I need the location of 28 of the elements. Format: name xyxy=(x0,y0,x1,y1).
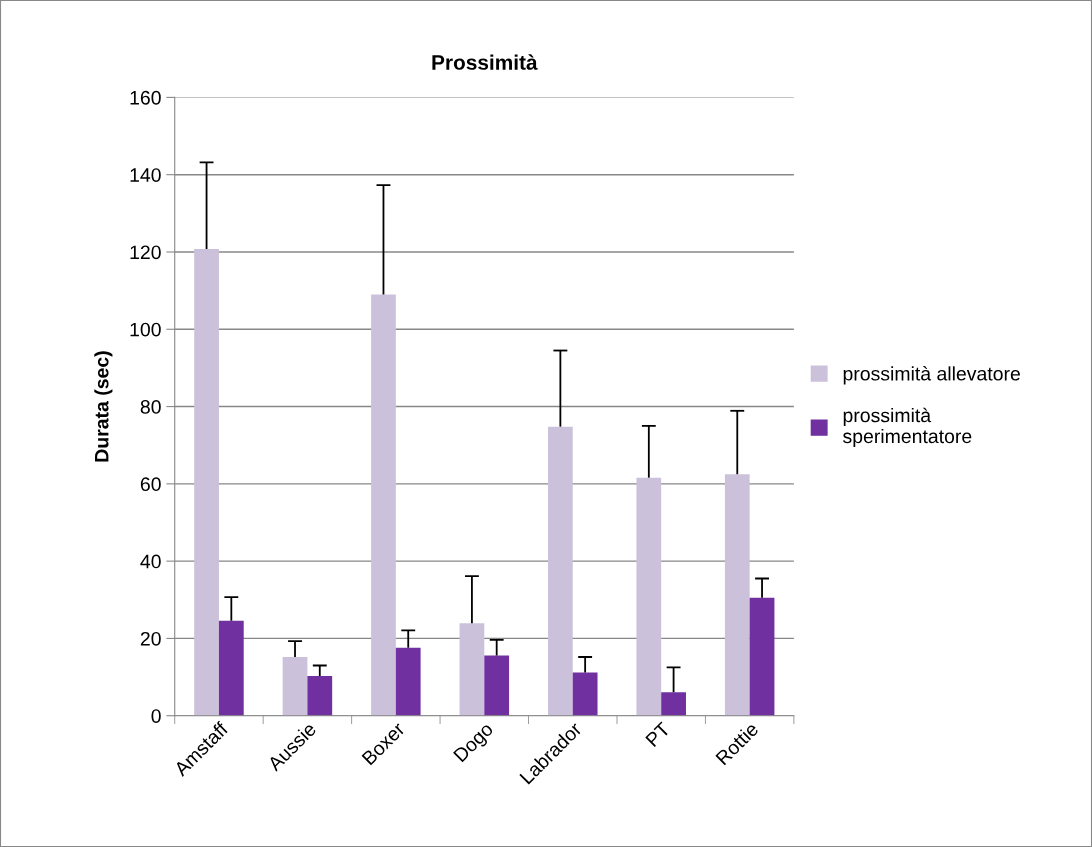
bar xyxy=(459,623,485,716)
y-tick-label: 20 xyxy=(140,631,161,646)
bar xyxy=(307,675,333,716)
bar xyxy=(547,426,573,716)
x-tick-label: PT xyxy=(645,721,671,747)
bar xyxy=(218,620,244,716)
y-tick-label: 0 xyxy=(151,709,161,723)
y-tick-label: 40 xyxy=(140,554,161,569)
bar xyxy=(371,294,396,716)
y-tick-label: 100 xyxy=(130,322,161,337)
bar xyxy=(661,692,686,716)
legend-label: prossimità allevatore xyxy=(843,366,1020,385)
bar xyxy=(724,474,750,716)
y-axis-title: Durata (sec) xyxy=(94,351,113,462)
bar xyxy=(282,656,308,716)
chart-title: Prossimità xyxy=(432,54,538,70)
bar xyxy=(194,248,219,716)
y-tick-label: 140 xyxy=(130,168,161,182)
bar xyxy=(484,655,510,716)
y-tick-label: 120 xyxy=(130,245,161,260)
bar xyxy=(395,647,421,716)
bar xyxy=(749,597,775,716)
y-tick-label: 160 xyxy=(130,90,161,105)
y-tick-label: 60 xyxy=(140,477,161,492)
bar xyxy=(636,477,662,716)
legend-label: prossimità sperimentatore xyxy=(843,407,972,448)
y-tick-label: 80 xyxy=(140,400,161,414)
bar xyxy=(572,672,598,716)
